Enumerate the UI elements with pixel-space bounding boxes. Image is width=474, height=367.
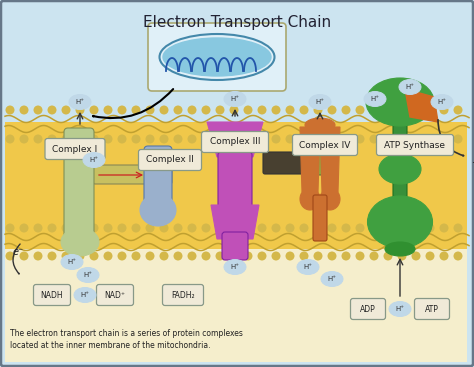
Circle shape <box>47 134 56 143</box>
Circle shape <box>173 224 182 233</box>
Ellipse shape <box>74 287 96 302</box>
Circle shape <box>19 251 28 261</box>
Circle shape <box>6 224 15 233</box>
Circle shape <box>62 134 71 143</box>
Circle shape <box>439 224 448 233</box>
Circle shape <box>216 224 225 233</box>
Ellipse shape <box>389 302 411 316</box>
Circle shape <box>439 134 448 143</box>
Circle shape <box>6 105 15 115</box>
Circle shape <box>356 134 365 143</box>
Ellipse shape <box>61 254 83 269</box>
Circle shape <box>411 134 420 143</box>
FancyBboxPatch shape <box>263 152 312 174</box>
FancyBboxPatch shape <box>218 152 252 208</box>
Ellipse shape <box>83 153 105 167</box>
FancyArrowPatch shape <box>13 244 20 274</box>
FancyBboxPatch shape <box>222 232 248 260</box>
Circle shape <box>229 224 238 233</box>
Bar <box>5 122 467 249</box>
Circle shape <box>328 105 337 115</box>
Text: H⁺: H⁺ <box>405 84 414 90</box>
Circle shape <box>173 134 182 143</box>
Circle shape <box>439 105 448 115</box>
Circle shape <box>6 134 15 143</box>
Circle shape <box>90 134 99 143</box>
Circle shape <box>201 224 210 233</box>
Text: H⁺: H⁺ <box>81 292 90 298</box>
Text: The electron transport chain is a series of protein complexes
located at the inn: The electron transport chain is a series… <box>10 329 243 350</box>
Circle shape <box>328 134 337 143</box>
Circle shape <box>216 105 225 115</box>
Ellipse shape <box>163 38 271 76</box>
Circle shape <box>103 224 112 233</box>
Circle shape <box>19 105 28 115</box>
Text: H⁺: H⁺ <box>395 306 404 312</box>
Ellipse shape <box>297 259 319 275</box>
FancyBboxPatch shape <box>302 153 322 175</box>
Circle shape <box>439 251 448 261</box>
Circle shape <box>118 224 127 233</box>
Circle shape <box>90 251 99 261</box>
Ellipse shape <box>366 78 434 126</box>
Text: H⁺: H⁺ <box>230 96 239 102</box>
FancyBboxPatch shape <box>376 134 454 156</box>
Ellipse shape <box>61 228 99 256</box>
FancyBboxPatch shape <box>93 165 172 184</box>
Circle shape <box>411 224 420 233</box>
FancyArrowPatch shape <box>93 89 173 118</box>
Circle shape <box>272 134 281 143</box>
Circle shape <box>341 105 350 115</box>
Circle shape <box>34 105 43 115</box>
Circle shape <box>229 105 238 115</box>
Text: ATP: ATP <box>425 305 439 313</box>
Circle shape <box>6 251 15 261</box>
Circle shape <box>159 105 168 115</box>
Circle shape <box>300 224 309 233</box>
Circle shape <box>454 224 463 233</box>
FancyBboxPatch shape <box>45 138 105 160</box>
Circle shape <box>272 105 281 115</box>
FancyBboxPatch shape <box>148 23 286 91</box>
Text: Electron Transport Chain: Electron Transport Chain <box>143 15 331 29</box>
Circle shape <box>75 224 84 233</box>
Circle shape <box>188 105 197 115</box>
FancyBboxPatch shape <box>34 284 71 305</box>
Circle shape <box>34 251 43 261</box>
Circle shape <box>244 224 253 233</box>
Ellipse shape <box>224 91 246 106</box>
Circle shape <box>103 134 112 143</box>
Circle shape <box>454 134 463 143</box>
Text: Complex IV: Complex IV <box>299 141 351 149</box>
Circle shape <box>216 251 225 261</box>
Text: H⁺: H⁺ <box>303 264 312 270</box>
Circle shape <box>75 251 84 261</box>
Circle shape <box>118 251 127 261</box>
Circle shape <box>300 251 309 261</box>
Circle shape <box>411 105 420 115</box>
FancyBboxPatch shape <box>201 131 268 153</box>
Circle shape <box>426 224 435 233</box>
Circle shape <box>313 105 322 115</box>
FancyBboxPatch shape <box>313 195 327 241</box>
Circle shape <box>313 251 322 261</box>
Circle shape <box>131 224 140 233</box>
Circle shape <box>188 251 197 261</box>
FancyBboxPatch shape <box>414 298 449 320</box>
Circle shape <box>62 105 71 115</box>
Circle shape <box>103 105 112 115</box>
Ellipse shape <box>321 272 343 287</box>
Circle shape <box>131 251 140 261</box>
Circle shape <box>356 105 365 115</box>
Circle shape <box>285 105 294 115</box>
Text: e⁻: e⁻ <box>12 247 24 257</box>
Circle shape <box>285 224 294 233</box>
Circle shape <box>341 134 350 143</box>
Circle shape <box>356 224 365 233</box>
Text: H⁺: H⁺ <box>438 99 447 105</box>
Circle shape <box>90 105 99 115</box>
Text: TEA: TEA <box>472 162 474 172</box>
Circle shape <box>34 224 43 233</box>
Circle shape <box>370 251 379 261</box>
